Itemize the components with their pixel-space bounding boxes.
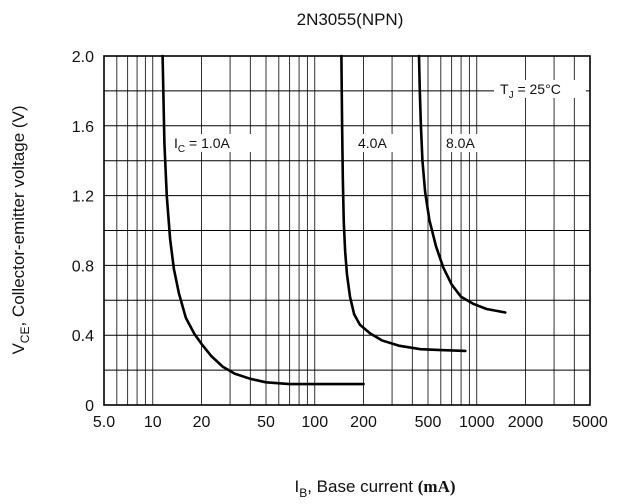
- series-label-1a: IC = 1.0A: [172, 134, 254, 155]
- x-tick-label: 200: [350, 414, 377, 431]
- chart-title: 2N3055(NPN): [297, 10, 404, 29]
- svg-text:TJ = 25°C: TJ = 25°C: [500, 81, 561, 101]
- x-tick-label: 10: [144, 414, 162, 431]
- x-axis-title: IB, Base current (mA): [294, 477, 455, 500]
- y-tick-label: 0.8: [72, 258, 94, 275]
- svg-text:IC = 1.0A: IC = 1.0A: [174, 135, 231, 155]
- series-line-1: [161, 54, 365, 386]
- x-tick-label: 1000: [459, 414, 495, 431]
- x-tick-label: 20: [193, 414, 211, 431]
- x-tick-label: 5000: [572, 414, 608, 431]
- x-tick-label: 50: [257, 414, 275, 431]
- y-tick-label: 1.2: [72, 189, 94, 206]
- y-tick-labels: 0 0.4 0.8 1.2 1.6 2.0: [72, 49, 94, 415]
- grid: [104, 56, 590, 405]
- y-tick-label: 2.0: [72, 49, 94, 66]
- y-tick-label: 1.6: [72, 119, 94, 136]
- series-line-2: [340, 54, 467, 353]
- y-tick-label: 0: [85, 398, 94, 415]
- x-tick-label: 500: [415, 414, 442, 431]
- temperature-annotation: TJ = 25°C: [494, 80, 586, 101]
- x-tick-label: 5.0: [93, 414, 115, 431]
- series-line-3: [417, 54, 507, 314]
- svg-text:4.0A: 4.0A: [358, 135, 387, 151]
- curves: [161, 54, 507, 386]
- series-label-4a: 4.0A: [356, 134, 396, 152]
- series-label-8a: 8.0A: [443, 134, 485, 152]
- x-tick-label: 2000: [508, 414, 544, 431]
- svg-text:8.0A: 8.0A: [446, 135, 475, 151]
- y-axis-title: VCE, Collector-emitter voltage (V): [9, 105, 32, 354]
- x-tick-label: 100: [301, 414, 328, 431]
- plot-frame: [103, 55, 591, 406]
- y-tick-label: 0.4: [72, 328, 94, 345]
- x-tick-labels: 5.0 10 20 50 100 200 500 1000 2000 5000: [93, 414, 608, 431]
